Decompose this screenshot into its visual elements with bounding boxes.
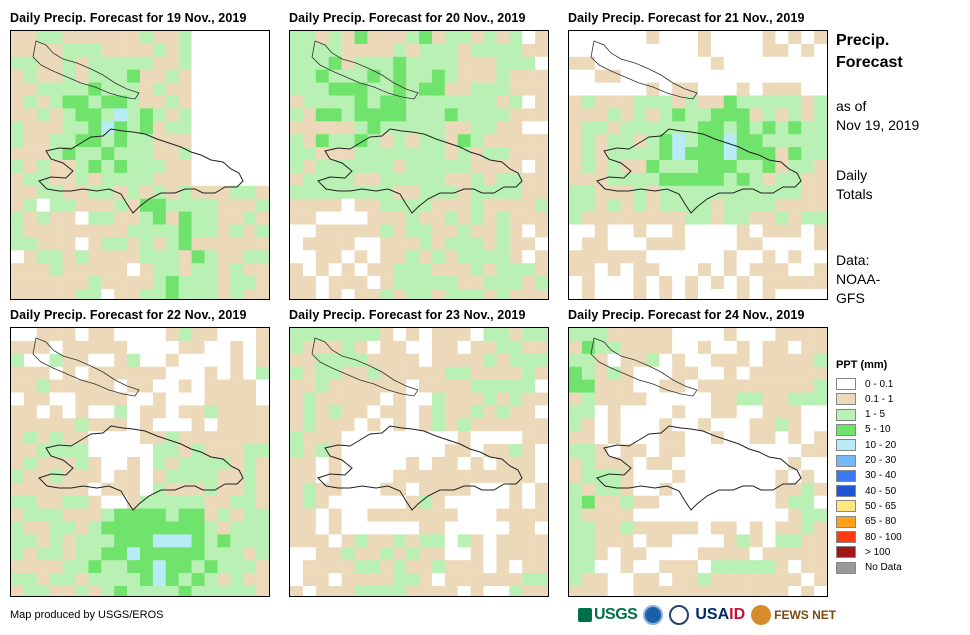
as-of-value: Nov 19, 2019 [836,117,920,133]
legend-label: 20 - 30 [865,455,897,466]
sidebar-title-line1: Precip. [836,32,890,49]
daily-totals-note: Daily Totals [836,166,873,204]
panel-title-24-nov: Daily Precip. Forecast for 24 Nov., 2019 [568,308,805,322]
panel-title-20-nov: Daily Precip. Forecast for 20 Nov., 2019 [289,11,526,25]
data-label: Data: [836,252,870,268]
legend-item: 20 - 30 [836,454,897,467]
legend-label: 80 - 100 [865,531,902,543]
as-of-label: as of [836,98,867,114]
department-seal-logo [669,605,690,625]
data-source: Data: NOAA- GFS [836,251,880,308]
legend-swatch [836,485,856,498]
legend-item: 50 - 65 [836,500,897,513]
usaid-logo-text-b: ID [729,606,746,623]
panel-title-22-nov: Daily Precip. Forecast for 22 Nov., 2019 [10,308,247,322]
totals-label: Totals [836,186,873,202]
forecast-map-21-nov [568,30,828,300]
partner-logos: USGS USAID FEWS NET [578,601,836,629]
panel-title-21-nov: Daily Precip. Forecast for 21 Nov., 2019 [568,11,805,25]
panel-title-19-nov: Daily Precip. Forecast for 19 Nov., 2019 [10,11,247,25]
legend-item: No Data [836,561,902,574]
map-credit: Map produced by USGS/EROS [10,609,164,621]
legend-item: 65 - 80 [836,515,897,528]
noaa-logo [643,605,664,625]
forecast-map-22-nov [10,327,270,597]
legend-swatch [836,423,856,436]
legend-label: No Data [865,562,902,574]
sidebar-title-line2: Forecast [836,54,903,71]
legend-label: 0 - 0.1 [865,378,894,390]
legend-label: 1 - 5 [865,409,886,421]
legend-item: 0 - 0.1 [836,378,893,390]
usgs-logo-text: USGS [594,606,638,623]
usgs-logo: USGS [578,606,638,624]
fews-net-logo-text: FEWS NET [774,608,837,622]
usaid-logo-text-a: USA [695,606,730,623]
legend-item: > 100 [836,546,891,559]
fews-net-globe-icon [751,605,772,625]
forecast-map-24-nov [568,327,828,597]
legend-label: 10 - 20 [865,439,897,451]
legend-item: 30 - 40 [836,469,897,482]
legend-item: 80 - 100 [836,531,902,543]
legend-swatch [836,393,856,406]
usgs-wave-icon [578,608,592,622]
legend-label: 5 - 10 [865,424,891,436]
legend-item: 1 - 5 [836,408,886,421]
legend-label: 30 - 40 [865,470,897,482]
legend-swatch [836,469,856,482]
legend-swatch [836,378,856,390]
forecast-map-23-nov [289,327,549,597]
legend-label: 0.1 - 1 [865,393,894,405]
legend-swatch [836,408,856,421]
legend-swatch [836,531,856,543]
legend-swatch [836,454,856,467]
legend-item: 0.1 - 1 [836,393,894,406]
legend-label: 50 - 65 [865,500,897,512]
legend-swatch [836,515,856,528]
usaid-logo: USAID [695,606,745,624]
legend-item: 10 - 20 [836,439,897,452]
forecast-map-19-nov [10,30,270,300]
as-of-date: as of Nov 19, 2019 [836,97,919,135]
panel-title-23-nov: Daily Precip. Forecast for 23 Nov., 2019 [289,308,526,322]
forecast-map-20-nov [289,30,549,300]
legend-label: 40 - 50 [865,485,897,497]
fews-net-logo: FEWS NET [751,605,836,625]
legend-title: PPT (mm) [836,359,888,371]
legend-swatch [836,546,856,559]
data-source-line2: GFS [836,290,865,306]
legend-item: 5 - 10 [836,423,891,436]
data-source-line1: NOAA- [836,271,881,287]
legend-label: > 100 [865,546,891,558]
sidebar-title: Precip. Forecast [836,30,903,74]
legend-swatch [836,561,856,574]
legend-swatch [836,500,856,513]
legend-item: 40 - 50 [836,485,897,498]
daily-label: Daily [836,167,868,183]
legend-label: 65 - 80 [865,516,897,528]
legend-swatch [836,439,856,452]
